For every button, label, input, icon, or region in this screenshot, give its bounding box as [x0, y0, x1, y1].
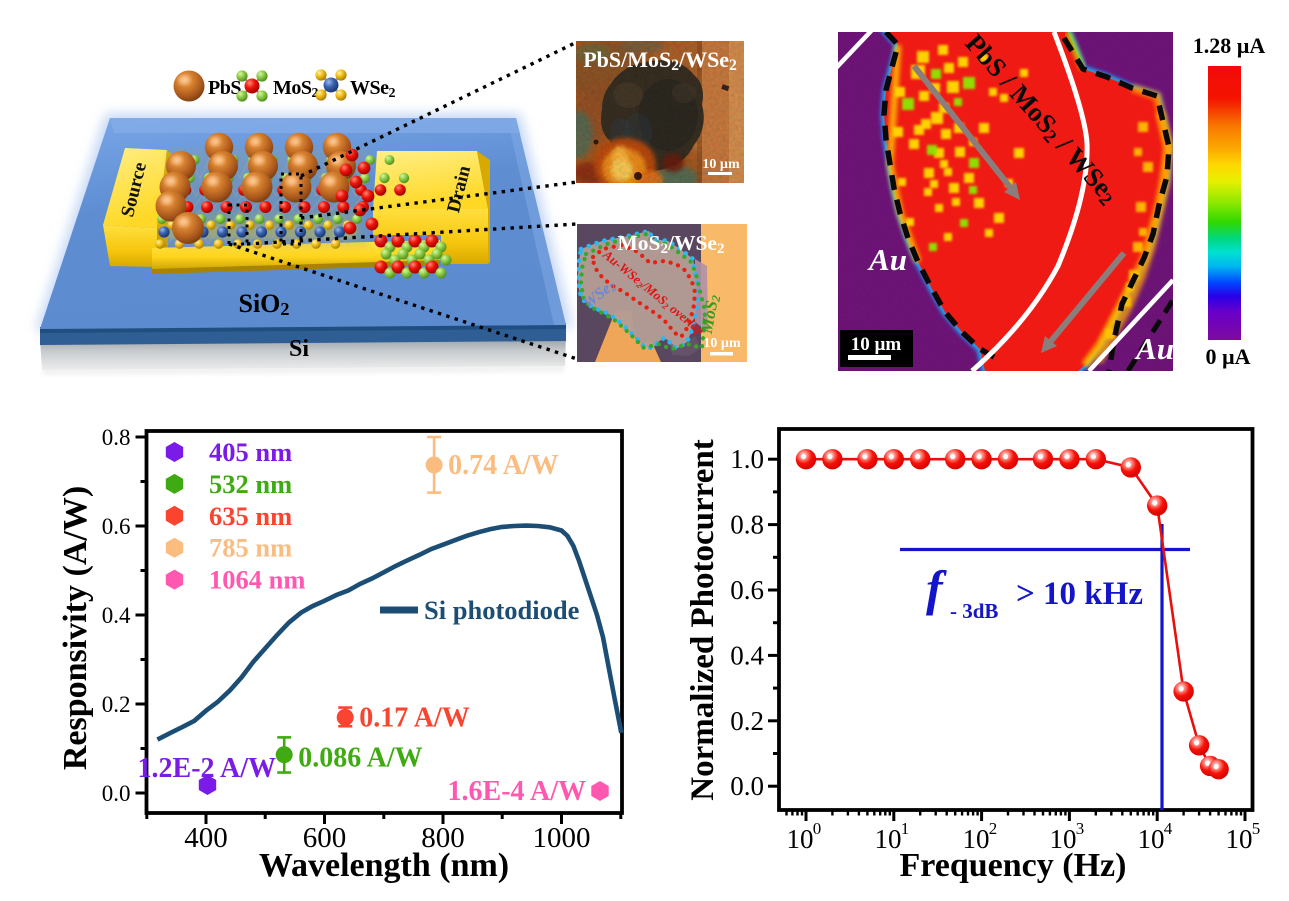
svg-text:MoS2: MoS2	[273, 77, 319, 101]
svg-text:1: 1	[901, 819, 910, 838]
svg-text:0.2: 0.2	[730, 706, 764, 736]
svg-text:Normalized Photocurrent: Normalized Photocurrent	[685, 439, 721, 800]
svg-text:2: 2	[989, 819, 998, 838]
svg-text:785 nm: 785 nm	[209, 533, 292, 563]
svg-text:405 nm: 405 nm	[209, 437, 292, 467]
svg-text:0: 0	[813, 819, 822, 838]
svg-text:635 nm: 635 nm	[209, 501, 292, 531]
svg-text:0.0: 0.0	[102, 781, 131, 806]
svg-text:Au: Au	[867, 242, 907, 277]
svg-text:PbS/MoS2/WSe2: PbS/MoS2/WSe2	[583, 47, 737, 74]
svg-text:Au: Au	[1134, 331, 1174, 366]
svg-text:WSe2: WSe2	[350, 77, 396, 101]
svg-text:3: 3	[1076, 819, 1085, 838]
svg-text:5: 5	[1252, 819, 1261, 838]
svg-text:10 µm: 10 µm	[851, 334, 902, 355]
svg-text:f: f	[926, 560, 947, 616]
svg-text:10: 10	[963, 824, 990, 854]
svg-text:Si photodiode: Si photodiode	[424, 595, 580, 625]
svg-text:10: 10	[1226, 824, 1253, 854]
svg-text:1.2E-2 A/W: 1.2E-2 A/W	[138, 753, 276, 784]
svg-text:0.6: 0.6	[102, 514, 131, 539]
svg-text:0.8: 0.8	[102, 425, 131, 450]
svg-text:0.4: 0.4	[730, 640, 764, 670]
svg-text:600: 600	[303, 822, 347, 854]
svg-text:0 µA: 0 µA	[1205, 344, 1250, 369]
svg-text:532 nm: 532 nm	[209, 469, 292, 499]
svg-text:> 10 kHz: > 10 kHz	[1016, 576, 1143, 612]
svg-text:1.6E-4 A/W: 1.6E-4 A/W	[448, 776, 586, 807]
svg-text:400: 400	[184, 822, 228, 854]
svg-text:10: 10	[787, 824, 814, 854]
svg-text:1.0: 1.0	[730, 444, 764, 474]
svg-text:0.0: 0.0	[730, 771, 764, 801]
svg-text:- 3dB: - 3dB	[950, 599, 998, 623]
svg-text:MoS2/WSe2: MoS2/WSe2	[617, 231, 724, 257]
svg-text:0.4: 0.4	[102, 603, 131, 628]
svg-text:10: 10	[875, 824, 902, 854]
svg-text:10 µm: 10 µm	[703, 336, 741, 351]
svg-text:Responsivity (A/W): Responsivity (A/W)	[57, 486, 94, 770]
svg-text:1000: 1000	[533, 822, 591, 854]
svg-text:0.17 A/W: 0.17 A/W	[359, 702, 469, 733]
svg-text:800: 800	[421, 822, 465, 854]
svg-text:0.8: 0.8	[730, 510, 764, 540]
svg-text:10: 10	[1050, 824, 1077, 854]
svg-text:0.74 A/W: 0.74 A/W	[448, 450, 558, 481]
svg-text:0.2: 0.2	[102, 692, 131, 717]
svg-text:4: 4	[1164, 819, 1173, 838]
svg-text:10: 10	[1138, 824, 1165, 854]
svg-text:1064 nm: 1064 nm	[209, 565, 305, 595]
svg-text:Frequency (Hz): Frequency (Hz)	[900, 847, 1127, 884]
svg-text:PbS: PbS	[208, 77, 241, 99]
svg-text:Si: Si	[289, 336, 309, 362]
svg-text:1.28 µA: 1.28 µA	[1193, 33, 1266, 58]
svg-text:Wavelength (nm): Wavelength (nm)	[259, 847, 509, 884]
svg-text:10 µm: 10 µm	[702, 157, 740, 172]
svg-text:0.6: 0.6	[730, 575, 764, 605]
svg-text:0.086 A/W: 0.086 A/W	[298, 743, 422, 774]
